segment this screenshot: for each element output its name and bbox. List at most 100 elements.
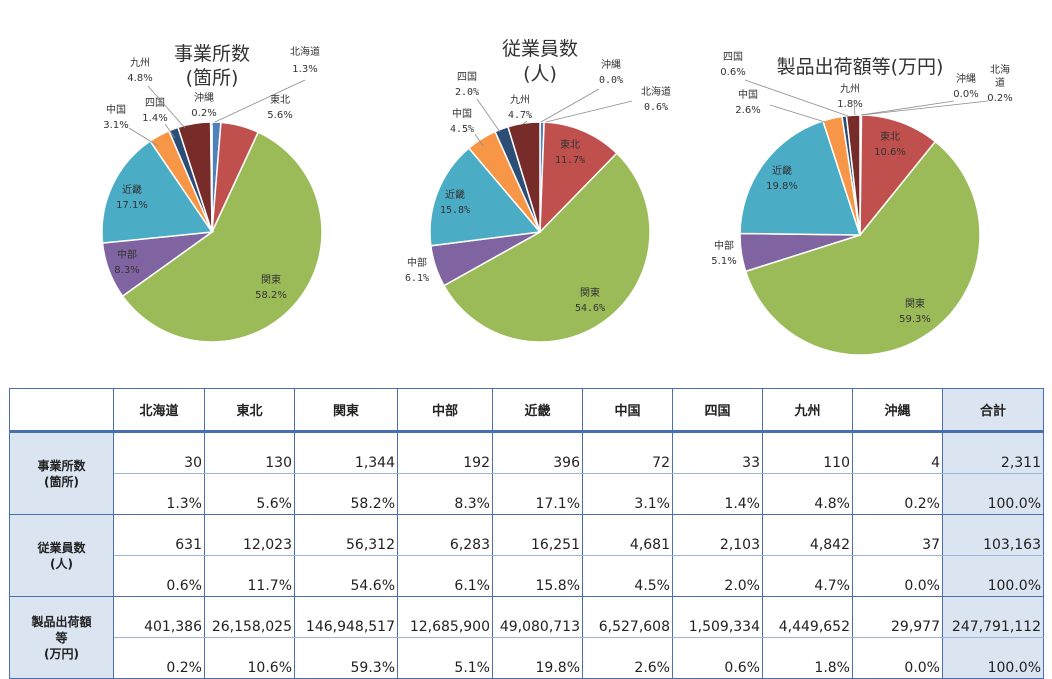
value-cell: 16,251 — [492, 514, 583, 556]
leader-line — [769, 104, 826, 123]
table-row: 事業所数 (箇所) 30 130 1,344 192 396 72 33 110 4 2,311 — [9, 431, 1044, 515]
pie-charts-svg: 事業所数(箇所) 北海道 1.3% 東北 5.6% 関東 58.2% 中部 8.3% 近畿 17.1… — [101, 38, 1013, 356]
value-cell: 12,023 — [204, 514, 295, 556]
pie-slice — [121, 131, 323, 343]
pct-cell: 100.0% — [942, 637, 1044, 679]
value-cell: 1,344 — [294, 431, 398, 474]
value-cell: 192 — [397, 431, 493, 474]
pct-cell: 10.6% — [204, 637, 295, 679]
pct-cell: 58.2% — [294, 473, 398, 515]
value-cell: 1,509,334 — [672, 596, 763, 638]
pie-title: 事業所数 — [174, 43, 250, 65]
slice-label: 北海道 — [290, 45, 320, 58]
leader-line — [476, 98, 501, 133]
col-header-total: 合計 — [942, 388, 1044, 433]
slice-pct: 4.8% — [127, 73, 152, 84]
value-cell: 26,158,025 — [204, 596, 295, 638]
value-cell: 30 — [113, 431, 205, 474]
col-header: 北海道 — [113, 388, 205, 433]
table-row: 従業員数 (人) 631 12,023 56,312 6,283 16,251 4,681 2,… — [9, 514, 1044, 597]
slice-pct: 59.3% — [899, 314, 931, 325]
value-cell: 29,977 — [852, 596, 943, 638]
value-cell: 247,791,112 — [942, 596, 1044, 638]
slice-pct: 1.4% — [142, 113, 167, 124]
slice-label: 東北 — [270, 93, 290, 106]
col-header: 関東 — [294, 388, 398, 433]
leader-line — [474, 133, 484, 147]
slice-label: 中国 — [106, 103, 126, 116]
value-cell: 146,948,517 — [294, 596, 398, 638]
row-header-line: 従業員数 — [37, 540, 86, 555]
leader-line — [860, 100, 955, 116]
pct-cell: 5.6% — [204, 473, 295, 515]
pct-cell: 0.0% — [852, 555, 943, 597]
slice-label: 関東 — [905, 297, 925, 310]
col-header: 四国 — [672, 388, 763, 433]
pct-cell: 6.1% — [397, 555, 493, 597]
col-header: 近畿 — [492, 388, 583, 433]
pie-subtitle: (人) — [523, 63, 557, 85]
pct-cell: 59.3% — [294, 637, 398, 679]
pct-cell: 0.2% — [852, 473, 943, 515]
pie-slice — [442, 152, 651, 343]
slice-label: 北海道 — [641, 85, 671, 98]
slice-label: 関東 — [580, 286, 600, 299]
slice-label: 近畿 — [445, 188, 465, 201]
pct-cell: 0.6% — [113, 555, 205, 597]
value-cell: 56,312 — [294, 514, 398, 556]
slice-pct: 0.0% — [599, 75, 623, 86]
leader-line — [147, 85, 186, 129]
value-cell: 4,681 — [582, 514, 673, 556]
row-header-line: (万円) — [44, 646, 79, 661]
pct-cell: 0.0% — [852, 637, 943, 679]
slice-label: 道 — [995, 76, 1005, 89]
leader-line — [164, 123, 176, 139]
value-cell: 37 — [852, 514, 943, 556]
slice-label: 近畿 — [122, 183, 142, 196]
pie-slice — [101, 139, 214, 244]
pie-title: 製品出荷額等(万円) — [777, 56, 944, 78]
pct-cell: 100.0% — [942, 473, 1044, 515]
value-cell: 4 — [852, 431, 943, 474]
leader-line — [540, 88, 600, 123]
table-row-pct: 1.3% 5.6% 58.2% 8.3% 17.1% 3.1% 1.4% 4.8% 0.2% 10… — [10, 473, 1044, 515]
leader-line — [211, 123, 214, 126]
slice-pct: 8.3% — [114, 265, 139, 276]
leader-line — [861, 100, 989, 116]
pct-cell: 3.1% — [582, 473, 673, 515]
row-header: 製品出荷額等 (万円) — [9, 596, 114, 679]
pct-cell: 15.8% — [492, 555, 583, 597]
slice-label: 関東 — [261, 273, 281, 286]
value-cell: 4,842 — [762, 514, 853, 556]
value-cell: 2,311 — [942, 431, 1044, 474]
value-cell: 6,527,608 — [582, 596, 673, 638]
pie-slice — [429, 147, 542, 247]
slice-pct: 58.2% — [255, 290, 287, 301]
pct-cell: 11.7% — [204, 555, 295, 597]
table-corner-cell — [9, 388, 114, 433]
slice-pct: 19.8% — [766, 181, 798, 192]
slice-label: 近畿 — [772, 164, 792, 177]
pct-cell: 1.4% — [672, 473, 763, 515]
row-header-line: (人) — [50, 556, 73, 571]
slice-pct: 5.6% — [267, 110, 292, 121]
slice-pct: 0.6% — [720, 67, 745, 78]
slice-label: 東北 — [880, 130, 900, 143]
slice-label: 四国 — [145, 97, 165, 109]
slice-label: 東北 — [560, 138, 580, 151]
slice-label: 北海 — [990, 63, 1010, 76]
slice-pct: 1.3% — [292, 64, 317, 75]
leader-line — [853, 99, 856, 116]
pct-cell: 2.6% — [582, 637, 673, 679]
pct-cell: 4.5% — [582, 555, 673, 597]
value-cell: 401,386 — [113, 596, 205, 638]
slice-label: 九州 — [510, 94, 530, 106]
pct-cell: 2.0% — [672, 555, 763, 597]
leader-line — [128, 127, 159, 147]
slice-label: 沖縄 — [956, 72, 976, 85]
pct-cell: 100.0% — [942, 555, 1044, 597]
value-cell: 33 — [672, 431, 763, 474]
leader-line — [744, 79, 849, 117]
slice-label: 九州 — [840, 83, 860, 95]
leader-line — [545, 100, 633, 123]
